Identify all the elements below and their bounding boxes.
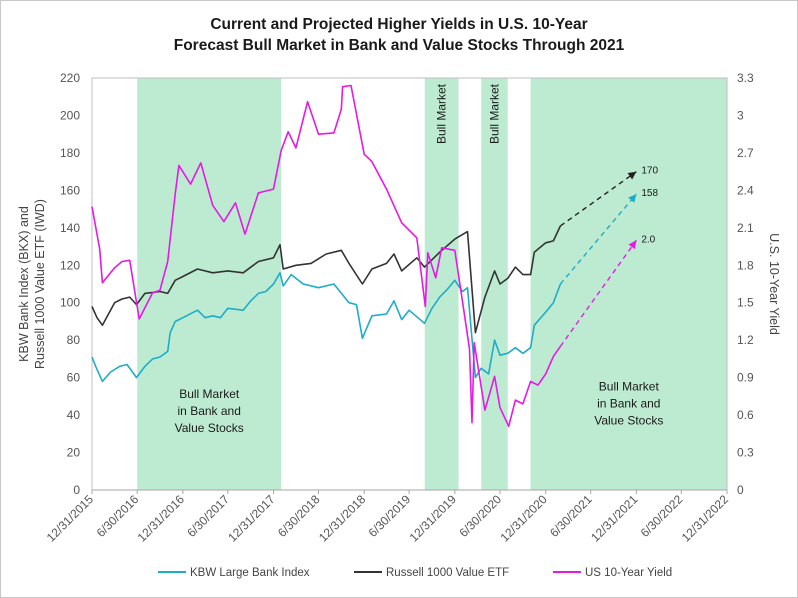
projection-line-3 — [559, 239, 637, 347]
legend-label-3: US 10-Year Yield — [585, 567, 672, 579]
chart-title-line-1: Current and Projected Higher Yields in U… — [210, 16, 588, 33]
y-right-tick-label: 0 — [737, 483, 744, 497]
x-tick-label: 6/30/2019 — [366, 492, 414, 540]
y-left-axis-title-line-1: KBW Bank Index (BKX) and — [17, 206, 31, 362]
projection-line-1 — [559, 193, 637, 285]
y-right-tick-label: 2.1 — [737, 221, 754, 235]
x-tick-label: 12/31/2021 — [588, 492, 641, 545]
bull-market-band-3 — [481, 78, 508, 490]
band-label-2: Bull Market — [435, 83, 449, 144]
y-left-tick-label: 140 — [60, 221, 80, 235]
x-tick-label: 6/30/2016 — [94, 492, 142, 540]
x-tick-label: 6/30/2020 — [456, 492, 504, 540]
y-left-tick-label: 0 — [73, 483, 80, 497]
chart-title: Current and Projected Higher Yields in U… — [0, 14, 798, 56]
series-line-3 — [91, 84, 562, 428]
legend: KBW Large Bank Index Russell 1000 Value E… — [158, 567, 672, 579]
legend-label-2: Russell 1000 Value ETF — [386, 567, 509, 579]
projection-end-label-2: 170 — [641, 166, 658, 177]
y-left-tick-label: 100 — [60, 296, 80, 310]
bull-market-band-4 — [530, 78, 727, 490]
y-right-tick-label: 1.2 — [737, 333, 754, 347]
legend-label-1: KBW Large Bank Index — [190, 567, 310, 579]
shaded-regions — [137, 78, 727, 490]
x-tick-label: 12/31/2022 — [679, 492, 732, 545]
y-left-axis-title-line-2: Russell 1000 Value ETF (IWD) — [33, 199, 47, 369]
band-label-1-line-2: in Bank and — [178, 404, 241, 418]
y-right-tick-label: 1.5 — [737, 296, 754, 310]
band-label-1-line-3: Value Stocks — [175, 421, 244, 435]
y-left-tick-label: 60 — [67, 371, 81, 385]
x-tick-label: 12/31/2019 — [407, 492, 460, 545]
y-left-tick-label: 200 — [60, 108, 80, 122]
y-left-tick-label: 180 — [60, 146, 80, 160]
y-right-tick-label: 2.4 — [737, 183, 754, 197]
series-line-1 — [91, 272, 562, 383]
bull-market-band-2 — [424, 78, 459, 490]
y-left-tick-label: 80 — [67, 333, 81, 347]
y-right-tick-label: 0.6 — [737, 408, 754, 422]
x-tick-label: 12/31/2016 — [135, 492, 188, 545]
x-tick-label: 12/31/2018 — [316, 492, 369, 545]
band-label-3: Bull Market — [487, 83, 501, 144]
y-right-tick-label: 1.8 — [737, 258, 754, 272]
y-left-tick-label: 20 — [67, 446, 81, 460]
y-left-tick-label: 160 — [60, 183, 80, 197]
x-tick-label: 6/30/2021 — [547, 492, 595, 540]
y-right-tick-label: 2.7 — [737, 146, 754, 160]
x-tick-label: 12/31/2017 — [225, 492, 278, 545]
y-right-tick-label: 0.3 — [737, 446, 754, 460]
y-right-tick-label: 3.3 — [737, 71, 754, 85]
band-label-4-line-2: in Bank and — [597, 397, 660, 411]
y-left-tick-label: 40 — [67, 408, 81, 422]
projection-line-2 — [559, 171, 637, 227]
y-left-tick-label: 120 — [60, 258, 80, 272]
chart-title-line-2: Forecast Bull Market in Bank and Value S… — [173, 37, 625, 54]
series-group: 158 170 2.0 — [91, 84, 658, 428]
y-right-axis-title: U.S. 10-Year Yield — [767, 233, 781, 335]
x-tick-label: 6/30/2017 — [184, 492, 232, 540]
x-tick-label: 6/30/2018 — [275, 492, 323, 540]
band-label-4-line-3: Value Stocks — [594, 414, 663, 428]
x-tick-label: 6/30/2022 — [638, 492, 686, 540]
annotations: Bull Market in Bank and Value Stocks Bull M… — [175, 83, 664, 435]
projection-arrowhead-2 — [627, 171, 637, 180]
projection-arrowhead-3 — [628, 240, 637, 250]
x-tick-label: 12/31/2015 — [44, 492, 97, 545]
y-right-tick-label: 0.9 — [737, 371, 754, 385]
y-left-tick-label: 220 — [60, 71, 80, 85]
x-tick-label: 12/31/2020 — [497, 492, 550, 545]
band-label-4-line-1: Bull Market — [599, 380, 660, 394]
y-right-tick-label: 3 — [737, 108, 744, 122]
projection-arrowhead-1 — [628, 194, 637, 203]
projection-end-label-1: 158 — [641, 188, 658, 199]
band-label-1-line-1: Bull Market — [179, 387, 240, 401]
projection-end-label-3: 2.0 — [641, 234, 655, 245]
